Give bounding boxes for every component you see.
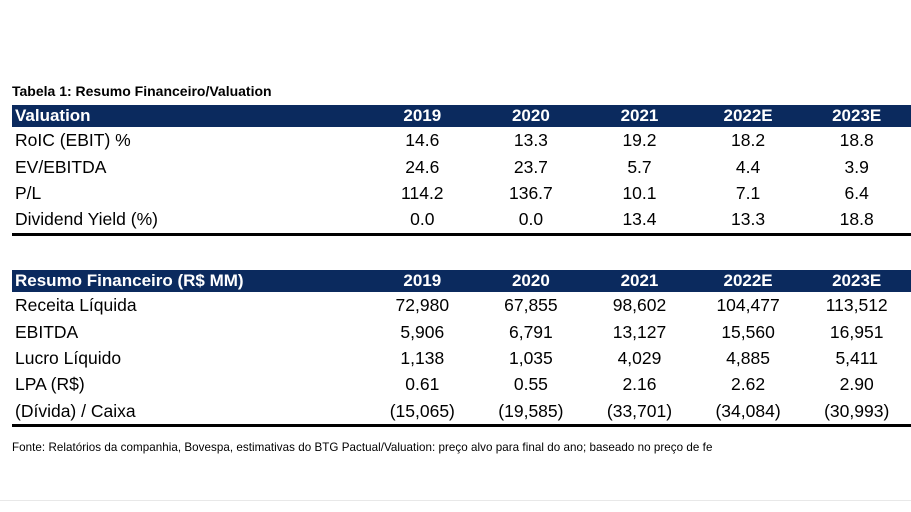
valuation-header: Valuation: [12, 105, 368, 127]
table-row: Lucro Líquido 1,138 1,035 4,029 4,885 5,…: [12, 345, 911, 371]
year-header: 2021: [585, 105, 694, 127]
cell-value: 18.8: [802, 206, 911, 236]
table-row: Receita Líquida 72,980 67,855 98,602 104…: [12, 292, 911, 318]
cell-value: 18.8: [839, 130, 874, 151]
cell-value: (19,585): [476, 397, 586, 427]
cell-value: 4,029: [617, 347, 662, 368]
cell-value: 6,791: [508, 321, 553, 342]
row-label: P/L: [15, 182, 42, 203]
table-row: EBITDA 5,906 6,791 13,127 15,560 16,951: [12, 318, 911, 344]
cell-value: 2.90: [839, 374, 874, 395]
row-label: LPA (R$): [15, 374, 85, 395]
cell-value: 2.62: [731, 374, 766, 395]
year-header: 2023E: [802, 270, 911, 292]
cell-value: 13.3: [693, 206, 803, 236]
year-header: 2020: [476, 105, 586, 127]
cell-value: (30,993): [802, 397, 911, 427]
source-footnote: Fonte: Relatórios da companhia, Bovespa,…: [12, 441, 713, 454]
row-label: Dividend Yield (%): [12, 206, 368, 236]
row-label: Receita Líquida: [15, 295, 137, 316]
cell-value: 0.0: [368, 206, 477, 236]
row-label: Lucro Líquido: [15, 347, 122, 368]
financial-summary-table: Resumo Financeiro (R$ MM) 2019 2020 2021…: [12, 270, 911, 427]
cell-value: 4.4: [735, 156, 761, 177]
cell-value: 67,855: [504, 295, 558, 316]
row-label: RoIC (EBIT) %: [15, 130, 131, 151]
cell-value: 13,127: [612, 321, 667, 342]
cell-value: 1,138: [400, 347, 445, 368]
row-label: (Dívida) / Caixa: [12, 397, 368, 427]
valuation-header-row: Valuation 2019 2020 2021 2022E 2023E: [12, 105, 911, 127]
table-row: RoIC (EBIT) % 14.6 13.3 19.2 18.2 18.8: [12, 127, 911, 153]
cell-value: 19.2: [622, 130, 657, 151]
cell-value: 6.4: [844, 182, 869, 203]
row-label: EBITDA: [15, 321, 79, 342]
cell-value: 3.9: [844, 156, 869, 177]
cell-value: 0.0: [476, 206, 586, 236]
cell-value: 2.16: [622, 374, 657, 395]
year-header: 2019: [368, 105, 477, 127]
cell-value: 1,035: [508, 347, 553, 368]
cell-value: 16,951: [829, 321, 884, 342]
cell-value: 24.6: [405, 156, 440, 177]
table-row: P/L 114.2 136.7 10.1 7.1 6.4: [12, 180, 911, 206]
cell-value: 15,560: [721, 321, 775, 342]
cell-value: 98,602: [612, 295, 667, 316]
cell-value: 23.7: [513, 156, 548, 177]
cell-value: 72,980: [395, 295, 450, 316]
table-row: Dividend Yield (%) 0.0 0.0 13.4 13.3 18.…: [12, 206, 911, 236]
table-row: (Dívida) / Caixa (15,065) (19,585) (33,7…: [12, 397, 911, 427]
cell-value: (15,065): [368, 397, 477, 427]
cell-value: 0.61: [405, 374, 440, 395]
cell-value: 14.6: [405, 130, 440, 151]
year-header: 2022E: [693, 105, 803, 127]
page-divider: [0, 500, 911, 501]
cell-value: 4,885: [726, 347, 770, 368]
row-label: EV/EBITDA: [15, 156, 107, 177]
cell-value: 136.7: [508, 182, 553, 203]
cell-value: 5,906: [400, 321, 445, 342]
year-header: 2021: [585, 270, 694, 292]
financial-header: Resumo Financeiro (R$ MM): [12, 270, 368, 292]
year-header: 2020: [476, 270, 586, 292]
cell-value: 18.2: [731, 130, 766, 151]
cell-value: 104,477: [716, 295, 780, 316]
valuation-table: Valuation 2019 2020 2021 2022E 2023E RoI…: [12, 105, 911, 236]
year-header: 2019: [368, 270, 477, 292]
cell-value: 113,512: [825, 295, 888, 316]
cell-value: 5,411: [835, 347, 878, 368]
cell-value: (33,701): [585, 397, 694, 427]
cell-value: 7.1: [735, 182, 761, 203]
cell-value: 13.3: [513, 130, 548, 151]
cell-value: (34,084): [693, 397, 803, 427]
cell-value: 5.7: [627, 156, 652, 177]
year-header: 2022E: [693, 270, 803, 292]
table-title: Tabela 1: Resumo Financeiro/Valuation: [12, 83, 272, 99]
table-row: LPA (R$) 0.61 0.55 2.16 2.62 2.90: [12, 371, 911, 397]
cell-value: 0.55: [513, 374, 548, 395]
cell-value: 114.2: [401, 182, 444, 203]
financial-header-row: Resumo Financeiro (R$ MM) 2019 2020 2021…: [12, 270, 911, 292]
table-row: EV/EBITDA 24.6 23.7 5.7 4.4 3.9: [12, 153, 911, 179]
cell-value: 13.4: [585, 206, 694, 236]
year-header: 2023E: [802, 105, 911, 127]
cell-value: 10.1: [622, 182, 657, 203]
